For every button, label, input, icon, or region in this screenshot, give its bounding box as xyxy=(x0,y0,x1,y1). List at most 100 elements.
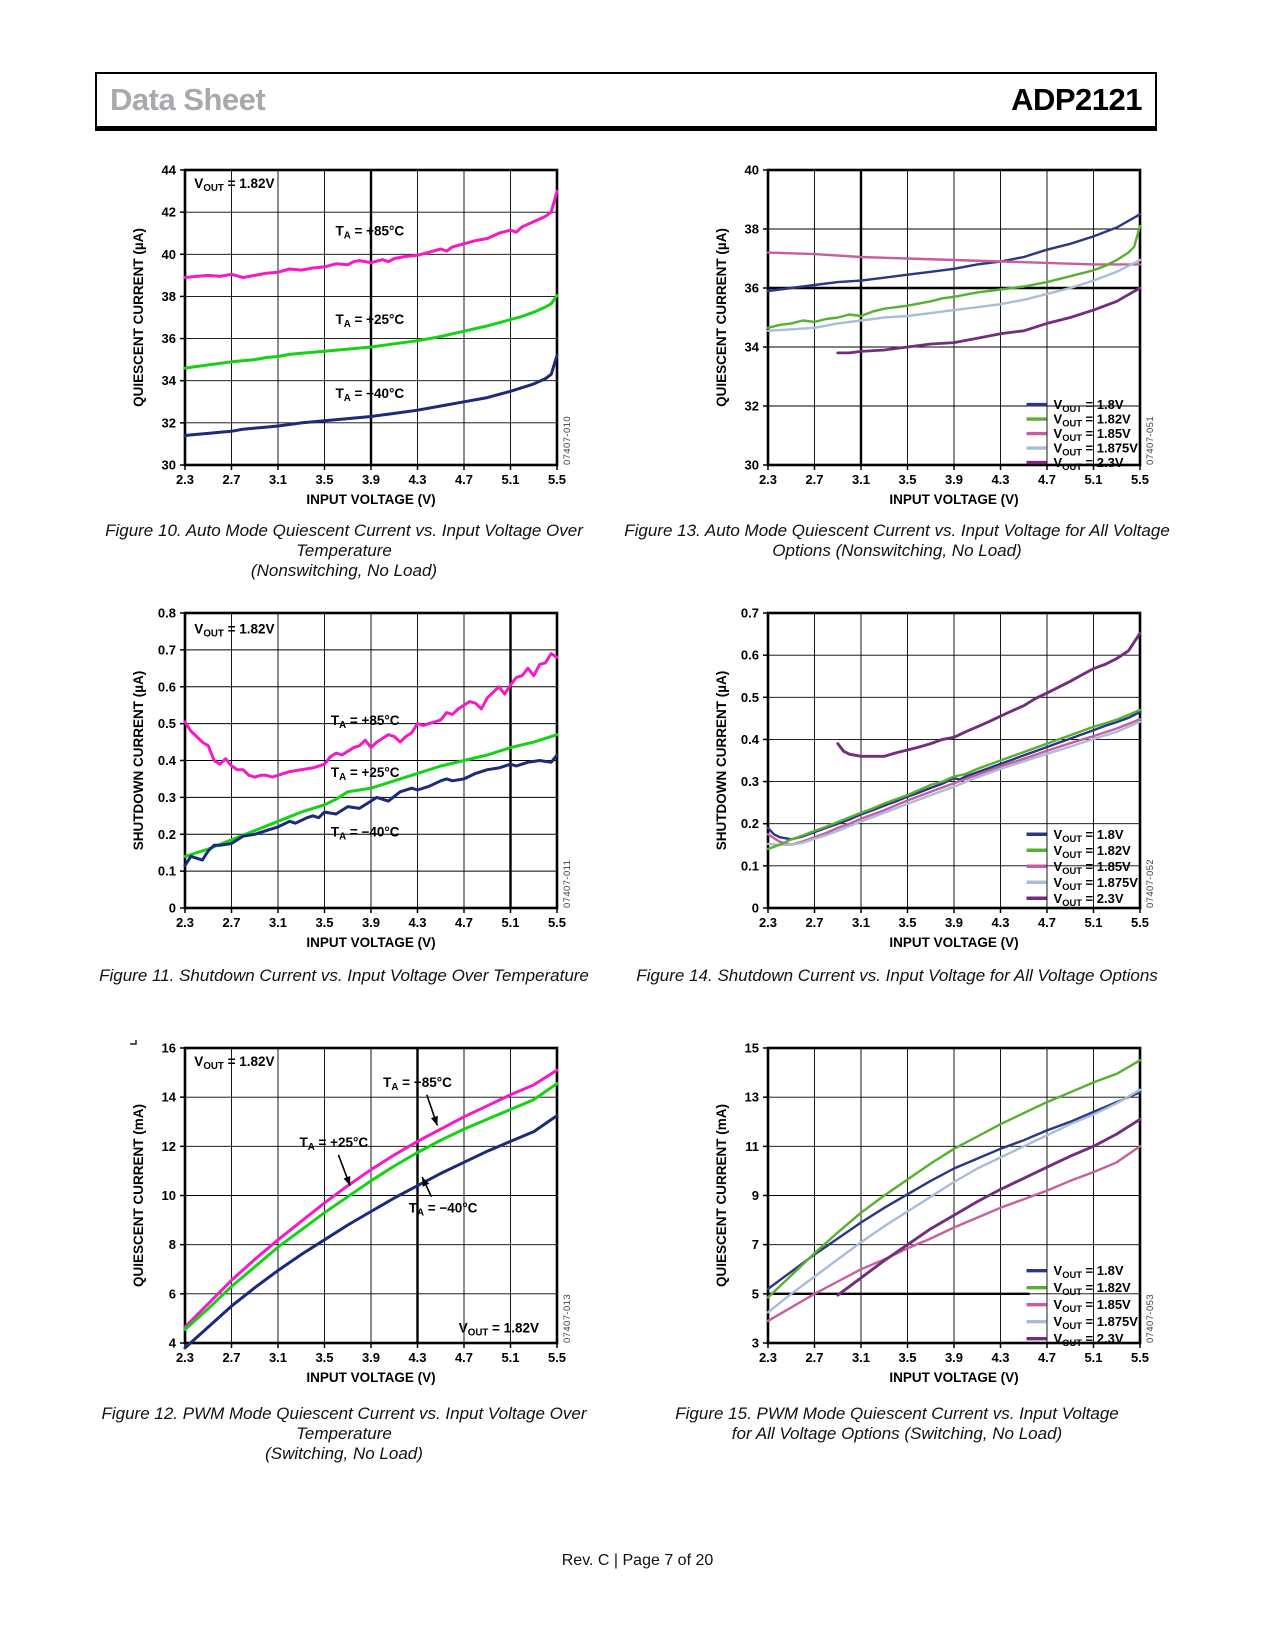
annotation-label: TA = −40°C xyxy=(409,1200,478,1218)
svg-text:0.2: 0.2 xyxy=(741,816,759,831)
legend-entry-label: VOUT = 1.82V xyxy=(1054,412,1132,429)
svg-text:0.2: 0.2 xyxy=(158,827,176,842)
annotation-arrowhead xyxy=(343,1175,351,1186)
annotation-label: VOUT = 1.82V xyxy=(194,621,274,639)
legend-entry-label: VOUT = 1.875V xyxy=(1054,1314,1139,1331)
svg-text:0.6: 0.6 xyxy=(158,679,176,694)
series-TA = -40C xyxy=(183,353,559,437)
annotation-label: VOUT = 1.82V xyxy=(194,1054,274,1072)
svg-text:4.3: 4.3 xyxy=(408,472,426,487)
svg-text:5.5: 5.5 xyxy=(1131,472,1149,487)
figure-13-svg: 2.3 2.7 3.1 3.5 3.9 4.3 4.7 5.1 5.5 30 32 34 36 38 40 I… xyxy=(714,163,1156,508)
caption-line: (Switching, No Load) xyxy=(265,1444,423,1463)
svg-text:4.3: 4.3 xyxy=(991,1350,1009,1365)
caption-line: for All Voltage Options (Switching, No L… xyxy=(731,1424,1063,1443)
figure-code: 07407-010 xyxy=(562,416,573,465)
figure-14-chart: 2.3 2.7 3.1 3.5 3.9 4.3 4.7 5.1 5.5 0 0.1 0.2 0.3 0.4… xyxy=(713,605,1193,957)
annotation-label: TA = +25°C xyxy=(299,1135,368,1153)
svg-text:4.7: 4.7 xyxy=(1038,1350,1056,1365)
annotation-label: TA = −40°C xyxy=(331,825,400,843)
page-header: Data Sheet ADP2121 xyxy=(95,72,1157,131)
svg-text:2.7: 2.7 xyxy=(222,472,240,487)
x-axis-title: INPUT VOLTAGE (V) xyxy=(889,492,1018,507)
svg-text:0.8: 0.8 xyxy=(158,606,176,621)
annotation-arrowhead xyxy=(422,1177,430,1187)
legend-entry-label: VOUT = 1.82V xyxy=(1054,843,1132,860)
svg-text:0.3: 0.3 xyxy=(741,774,759,789)
svg-text:4.7: 4.7 xyxy=(455,1350,473,1365)
series-VOUT = 2.3V xyxy=(836,1117,1142,1297)
figure-12-svg: 2.3 2.7 3.1 3.5 3.9 4.3 4.7 5.1 5.5 4 6 8 10 12 14 16 IN… xyxy=(123,1035,573,1385)
svg-text:0: 0 xyxy=(752,901,759,916)
svg-text:6: 6 xyxy=(169,1286,176,1301)
tick-labels: 2.3 2.7 3.1 3.5 3.9 4.3 4.7 5.1 5.5 0 0.1 0.2 0.3 0.4… xyxy=(741,606,1149,931)
svg-text:11: 11 xyxy=(745,1139,759,1154)
svg-text:4.3: 4.3 xyxy=(408,915,426,930)
svg-text:4.7: 4.7 xyxy=(455,472,473,487)
svg-text:3.5: 3.5 xyxy=(898,1350,916,1365)
reference-lines xyxy=(768,170,1140,465)
x-axis-title: INPUT VOLTAGE (V) xyxy=(306,492,435,507)
figure-11-caption: Figure 11. Shutdown Current vs. Input Vo… xyxy=(64,966,624,986)
figure-code: 07407-013 xyxy=(562,1294,573,1343)
svg-text:38: 38 xyxy=(162,289,176,304)
svg-text:0.4: 0.4 xyxy=(741,732,760,747)
svg-text:5.5: 5.5 xyxy=(548,915,566,930)
svg-text:3.1: 3.1 xyxy=(269,915,287,930)
series-VOUT = 1.82V xyxy=(766,708,1142,851)
annotation-label: TA = +25°C xyxy=(335,312,404,330)
caption-line: Figure 15. PWM Mode Quiescent Current vs… xyxy=(675,1404,1119,1423)
annotation-label: TA = +25°C xyxy=(331,765,400,783)
grid xyxy=(768,613,1140,908)
svg-text:0.5: 0.5 xyxy=(158,716,176,731)
caption-line: Figure 14. Shutdown Current vs. Input Vo… xyxy=(636,966,1158,985)
svg-text:40: 40 xyxy=(745,163,759,178)
figure-11-chart: 2.3 2.7 3.1 3.5 3.9 4.3 4.7 5.1 5.5 0 0.1 0.2 0.3 0.4… xyxy=(127,603,610,957)
grid xyxy=(185,613,557,908)
svg-text:32: 32 xyxy=(162,415,176,430)
svg-text:3.5: 3.5 xyxy=(315,472,333,487)
figure-14-caption: Figure 14. Shutdown Current vs. Input Vo… xyxy=(617,966,1177,986)
figure-11-svg: 2.3 2.7 3.1 3.5 3.9 4.3 4.7 5.1 5.5 0 0.1 0.2 0.3 0.4… xyxy=(127,603,573,950)
svg-text:3.9: 3.9 xyxy=(362,472,380,487)
svg-text:34: 34 xyxy=(745,340,760,355)
series-VOUT = 1.875V xyxy=(766,258,1142,333)
figure-10-caption: Figure 10. Auto Mode Quiescent Current v… xyxy=(64,521,624,581)
caption-line: Figure 11. Shutdown Current vs. Input Vo… xyxy=(99,966,589,985)
svg-text:32: 32 xyxy=(745,399,759,414)
axis-ticks xyxy=(763,169,1141,470)
svg-text:2.7: 2.7 xyxy=(805,472,823,487)
svg-text:3: 3 xyxy=(752,1336,759,1351)
annotation-halo xyxy=(127,603,133,607)
svg-text:36: 36 xyxy=(162,331,176,346)
svg-text:16: 16 xyxy=(162,1041,176,1056)
series-TA = +25C xyxy=(183,733,559,858)
tick-labels: 2.3 2.7 3.1 3.5 3.9 4.3 4.7 5.1 5.5 30 32 34 36 38 40 4… xyxy=(162,163,567,488)
svg-text:3.9: 3.9 xyxy=(945,472,963,487)
figure-15-svg: 2.3 2.7 3.1 3.5 3.9 4.3 4.7 5.1 5.5 3 5 7 9 11 13 15 INP… xyxy=(714,1041,1156,1386)
annotation-label: TA = −40°C xyxy=(335,386,404,404)
svg-text:3.1: 3.1 xyxy=(269,472,287,487)
tick-labels: 2.3 2.7 3.1 3.5 3.9 4.3 4.7 5.1 5.5 4 6 8 10 12 14 16 xyxy=(162,1041,567,1366)
legend-entry-label: VOUT = 1.8V xyxy=(1054,1263,1124,1280)
figure-12-chart: 2.3 2.7 3.1 3.5 3.9 4.3 4.7 5.1 5.5 4 6 8 10 12 14 16 IN… xyxy=(123,1035,610,1392)
figure-12-caption: Figure 12. PWM Mode Quiescent Current vs… xyxy=(64,1404,624,1464)
svg-text:10: 10 xyxy=(162,1188,176,1203)
page-footer: Rev. C | Page 7 of 20 xyxy=(561,1552,714,1569)
svg-text:0.5: 0.5 xyxy=(741,690,759,705)
svg-text:2.7: 2.7 xyxy=(805,1350,823,1365)
svg-text:5.5: 5.5 xyxy=(548,1350,566,1365)
svg-text:0.6: 0.6 xyxy=(741,648,759,663)
caption-line: Options (Nonswitching, No Load) xyxy=(772,541,1022,560)
svg-text:9: 9 xyxy=(752,1188,759,1203)
x-axis-title: INPUT VOLTAGE (V) xyxy=(889,1370,1018,1385)
series-VOUT = 1.875V xyxy=(766,1088,1142,1314)
figure-15-caption: Figure 15. PWM Mode Quiescent Current vs… xyxy=(617,1404,1177,1444)
svg-text:5.1: 5.1 xyxy=(1084,915,1102,930)
svg-text:3.9: 3.9 xyxy=(945,1350,963,1365)
annotation-label: VOUT = 1.82V xyxy=(459,1320,539,1338)
series-TA = +25C xyxy=(183,1082,559,1331)
caption-line: (Nonswitching, No Load) xyxy=(250,561,438,580)
svg-text:5.1: 5.1 xyxy=(501,1350,519,1365)
